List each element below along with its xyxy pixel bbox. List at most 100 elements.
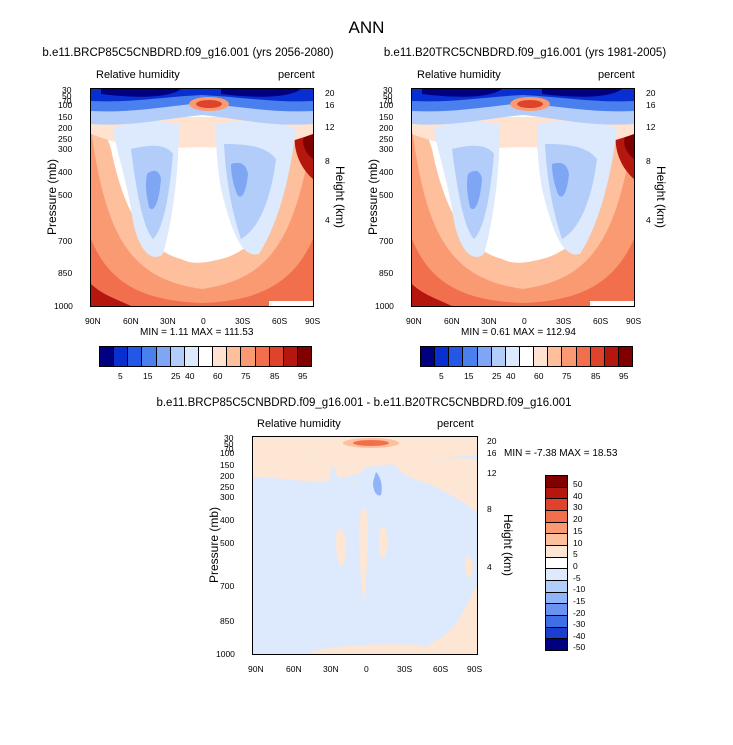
colorbar-tick: 75 [241, 371, 251, 381]
pressure-tick: 100 [58, 100, 73, 110]
colorbar [99, 346, 312, 367]
height-tick: 12 [325, 122, 335, 132]
rh-contour-field [91, 89, 313, 306]
variable-label: Relative humidity [96, 69, 180, 81]
figure-title: ANN [348, 18, 385, 37]
pressure-tick: 200 [58, 123, 73, 133]
pressure-tick: 250 [220, 482, 235, 492]
contour-plot [411, 88, 635, 307]
height-tick: 8 [487, 504, 492, 514]
pressure-tick: 150 [379, 112, 394, 122]
colorbar-tick: 95 [298, 371, 308, 381]
colorbar-tick: 25 [171, 371, 181, 381]
x-tick: 60S [272, 316, 288, 326]
colorbar-vertical [545, 475, 568, 651]
pressure-tick: 150 [220, 460, 235, 470]
x-tick: 60N [123, 316, 139, 326]
pressure-tick: 30 [62, 85, 72, 95]
x-tick: 90N [248, 664, 264, 674]
x-tick: 0 [201, 316, 206, 326]
x-tick: 90S [305, 316, 321, 326]
units-label: percent [437, 418, 474, 430]
x-tick: 90N [406, 316, 422, 326]
colorbar-tick: 95 [619, 371, 629, 381]
units-label: percent [598, 69, 635, 81]
x-tick: 90S [467, 664, 483, 674]
x-tick: 30S [397, 664, 413, 674]
pressure-tick: 700 [220, 581, 235, 591]
contour-plot [252, 436, 478, 655]
pressure-tick: 300 [220, 492, 235, 502]
pressure-tick: 700 [379, 236, 394, 246]
pressure-tick: 200 [379, 123, 394, 133]
pressure-tick: 150 [58, 112, 73, 122]
colorbar-tick: -40 [573, 631, 586, 641]
x-tick: 0 [522, 316, 527, 326]
colorbar-tick: -5 [573, 573, 581, 583]
x-tick: 30N [323, 664, 339, 674]
rh-diff-contour-field [253, 437, 477, 654]
colorbar-tick: 5 [439, 371, 444, 381]
colorbar-tick: -50 [573, 642, 586, 652]
pressure-tick: 850 [58, 268, 73, 278]
pressure-tick: 100 [379, 100, 394, 110]
colorbar-tick: 10 [573, 538, 583, 548]
colorbar-tick: 15 [143, 371, 153, 381]
height-tick: 16 [487, 448, 497, 458]
colorbar-tick: 75 [562, 371, 572, 381]
pressure-tick: 70 [224, 444, 234, 454]
x-tick: 30N [160, 316, 176, 326]
variable-label: Relative humidity [417, 69, 501, 81]
colorbar-tick: 40 [506, 371, 516, 381]
height-tick: 20 [646, 88, 656, 98]
pressure-tick: 50 [383, 91, 393, 101]
min-max-text: MIN = 1.11 MAX = 111.53 [140, 327, 254, 338]
colorbar-tick: 40 [185, 371, 195, 381]
pressure-tick: 1000 [54, 301, 73, 311]
colorbar-tick: 30 [573, 502, 583, 512]
min-max-text: MIN = -7.38 MAX = 18.53 [504, 448, 618, 459]
pressure-tick: 100 [220, 448, 235, 458]
x-tick: 60S [593, 316, 609, 326]
colorbar-tick: 40 [573, 491, 583, 501]
y-axis-right-label: Height (km) [654, 165, 668, 228]
colorbar-tick: 15 [573, 526, 583, 536]
pressure-tick: 700 [58, 236, 73, 246]
y-axis-right-label: Height (km) [501, 513, 515, 576]
x-tick: 30S [556, 316, 572, 326]
colorbar-tick: 85 [270, 371, 280, 381]
pressure-tick: 400 [220, 515, 235, 525]
colorbar [420, 346, 633, 367]
x-tick: 30S [235, 316, 251, 326]
x-tick: 90S [626, 316, 642, 326]
x-tick: 60N [286, 664, 302, 674]
height-tick: 4 [487, 562, 492, 572]
pressure-tick: 500 [220, 538, 235, 548]
x-tick: 60S [433, 664, 449, 674]
colorbar-tick: -20 [573, 608, 586, 618]
height-tick: 20 [325, 88, 335, 98]
height-tick: 12 [646, 122, 656, 132]
colorbar-tick: -10 [573, 584, 586, 594]
height-tick: 8 [646, 156, 651, 166]
height-tick: 16 [646, 100, 656, 110]
colorbar-tick: -30 [573, 619, 586, 629]
variable-label: Relative humidity [257, 418, 341, 430]
rh-contour-field [412, 89, 634, 306]
pressure-tick: 500 [58, 190, 73, 200]
y-axis-label: Pressure (mb) [366, 159, 380, 236]
min-max-text: MIN = 0.61 MAX = 112.94 [461, 327, 576, 338]
pressure-tick: 500 [379, 190, 394, 200]
colorbar-tick: 50 [573, 479, 583, 489]
units-label: percent [278, 69, 315, 81]
x-tick: 0 [364, 664, 369, 674]
colorbar-tick: 25 [492, 371, 502, 381]
height-tick: 8 [325, 156, 330, 166]
height-tick: 20 [487, 436, 497, 446]
pressure-tick: 250 [58, 134, 73, 144]
pressure-tick: 250 [379, 134, 394, 144]
pressure-tick: 850 [220, 616, 235, 626]
colorbar-tick: -15 [573, 596, 586, 606]
pressure-tick: 400 [58, 167, 73, 177]
x-tick: 30N [481, 316, 497, 326]
